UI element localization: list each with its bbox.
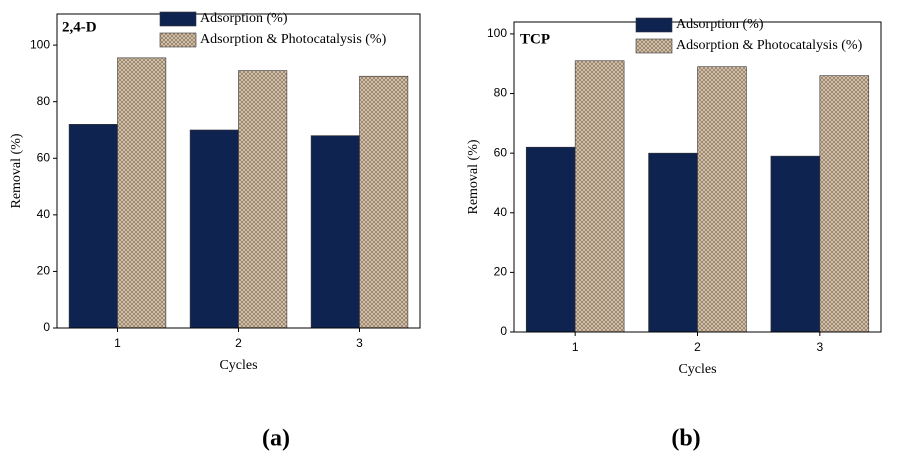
legend-label: Adsorption & Photocatalysis (%): [200, 32, 387, 47]
y-tick-label: 0: [500, 324, 507, 338]
y-axis-label: Removal (%): [466, 139, 481, 214]
legend-swatch: [635, 38, 673, 54]
x-tick-label: 1: [572, 340, 579, 354]
y-tick-label: 100: [487, 26, 507, 40]
legend-swatch: [159, 11, 197, 27]
x-tick-label: 3: [816, 340, 823, 354]
x-tick-label: 2: [235, 336, 242, 350]
bar: [310, 135, 360, 329]
bar: [68, 124, 118, 329]
bar: [238, 70, 288, 329]
bar: [117, 57, 167, 329]
bar: [574, 60, 625, 333]
y-tick-label: 0: [43, 320, 50, 334]
y-tick-label: 80: [494, 86, 508, 100]
y-tick-label: 100: [30, 37, 50, 51]
bar: [525, 146, 576, 333]
y-tick-label: 20: [37, 264, 51, 278]
x-axis-label: Cycles: [219, 358, 257, 373]
bar: [770, 155, 821, 333]
x-axis-label: Cycles: [678, 362, 716, 377]
y-tick-label: 60: [37, 150, 51, 164]
panel-label: (a): [262, 426, 290, 452]
bar: [359, 75, 409, 329]
legend-swatch: [159, 32, 197, 48]
y-tick-label: 20: [494, 265, 508, 279]
legend-label: Adsorption & Photocatalysis (%): [676, 38, 863, 53]
chart-title: 2,4-D: [62, 19, 97, 35]
legend-swatch: [635, 17, 673, 33]
x-tick-label: 1: [114, 336, 121, 350]
bar: [819, 75, 870, 333]
panel-label: (b): [671, 426, 700, 452]
x-tick-label: 2: [694, 340, 701, 354]
legend-label: Adsorption (%): [676, 17, 764, 32]
y-tick-label: 80: [37, 94, 51, 108]
bar: [648, 152, 698, 333]
y-axis-label: Removal (%): [9, 133, 24, 208]
legend-label: Adsorption (%): [200, 11, 288, 26]
y-tick-label: 60: [494, 145, 508, 159]
bar: [697, 66, 747, 333]
bar: [189, 129, 239, 329]
chart-title: TCP: [520, 31, 550, 47]
y-tick-label: 40: [37, 207, 51, 221]
y-tick-label: 40: [494, 205, 508, 219]
x-tick-label: 3: [356, 336, 363, 350]
